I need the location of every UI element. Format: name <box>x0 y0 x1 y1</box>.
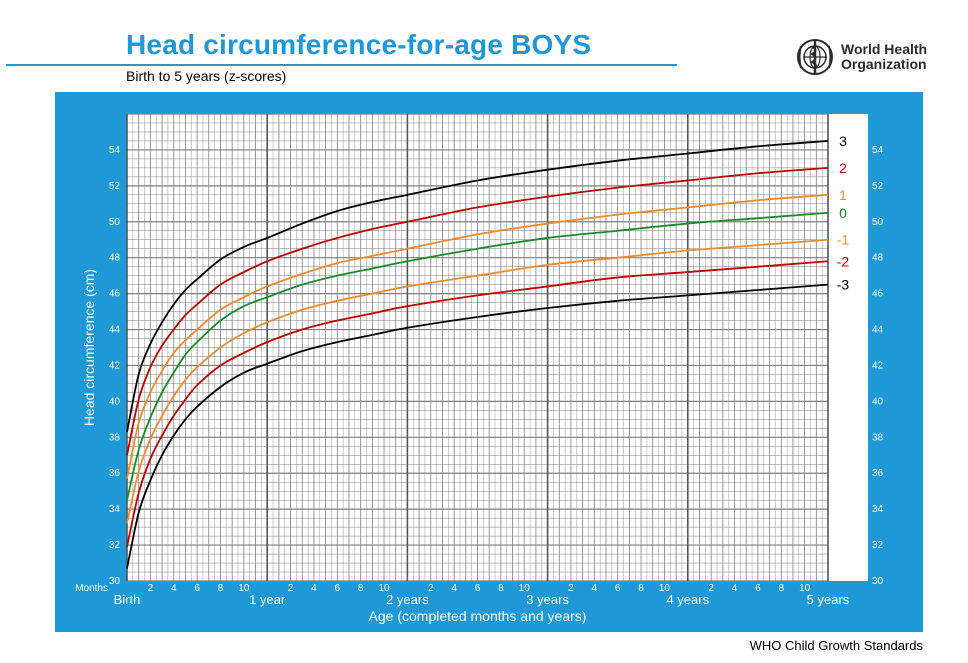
series-label-z-1: -1 <box>837 232 850 248</box>
z-label-strip <box>828 114 868 581</box>
x-month-tick: 8 <box>498 583 504 594</box>
y-tick-right: 38 <box>872 432 884 443</box>
x-month-tick: 2 <box>148 583 154 594</box>
x-month-tick: 6 <box>335 583 341 594</box>
x-year-label: Birth <box>114 592 141 607</box>
x-month-tick: 2 <box>708 583 714 594</box>
footer-text: WHO Child Growth Standards <box>749 638 923 653</box>
series-line-z-1 <box>126 238 829 524</box>
series-line-z2 <box>126 166 829 456</box>
series-label-z3: 3 <box>839 133 847 149</box>
y-tick-right: 40 <box>872 396 884 407</box>
series-label-z-3: -3 <box>837 277 850 293</box>
x-month-tick: 6 <box>475 583 481 594</box>
who-emblem-icon <box>797 39 833 75</box>
y-tick-left: 54 <box>109 145 121 156</box>
x-year-label: 2 years <box>386 592 429 607</box>
y-tick-right: 48 <box>872 253 884 264</box>
series-line-z-2 <box>126 260 829 548</box>
x-month-tick: 4 <box>311 583 317 594</box>
x-month-tick: 4 <box>451 583 457 594</box>
y-tick-left: 50 <box>109 217 121 228</box>
y-tick-left: 48 <box>109 253 121 264</box>
series-line-z-3 <box>126 283 829 569</box>
x-month-tick: 2 <box>568 583 574 594</box>
x-month-tick: 6 <box>194 583 200 594</box>
x-month-tick: 10 <box>378 583 390 594</box>
x-year-label: 3 years <box>526 592 569 607</box>
x-month-tick: 4 <box>592 583 598 594</box>
y-tick-left: 34 <box>109 504 121 515</box>
y-axis-title: Head circumference (cm) <box>81 269 97 426</box>
x-month-tick: 8 <box>218 583 224 594</box>
y-tick-right: 30 <box>872 576 884 587</box>
page-subtitle: Birth to 5 years (z-scores) <box>126 68 287 84</box>
x-month-tick: 10 <box>799 583 811 594</box>
y-tick-left: 44 <box>109 325 121 336</box>
x-month-tick: 10 <box>659 583 671 594</box>
series-label-z2: 2 <box>839 160 847 176</box>
x-month-tick: 8 <box>778 583 784 594</box>
y-tick-left: 38 <box>109 432 121 443</box>
y-tick-left: 42 <box>109 360 121 371</box>
y-tick-left: 30 <box>109 576 121 587</box>
x-month-tick: 10 <box>519 583 531 594</box>
who-logo: World Health Organization <box>795 38 927 76</box>
series-label-z1: 1 <box>839 187 847 203</box>
y-tick-right: 34 <box>872 504 884 515</box>
x-month-tick: 2 <box>428 583 434 594</box>
y-tick-right: 32 <box>872 540 884 551</box>
org-name-line2: Organization <box>841 56 927 72</box>
x-month-tick: 6 <box>615 583 621 594</box>
series-label-z-2: -2 <box>837 253 850 269</box>
y-tick-right: 46 <box>872 289 884 300</box>
y-tick-left: 40 <box>109 396 121 407</box>
title-rule <box>6 64 677 66</box>
y-tick-left: 46 <box>109 289 121 300</box>
x-axis-title: Age (completed months and years) <box>369 608 587 624</box>
x-year-label: 5 years <box>807 592 850 607</box>
x-year-label: 1 year <box>249 592 286 607</box>
x-month-tick: 6 <box>755 583 761 594</box>
series-line-z0 <box>126 211 829 501</box>
y-tick-left: 52 <box>109 181 121 192</box>
x-month-tick: 10 <box>238 583 250 594</box>
y-tick-left: 36 <box>109 468 121 479</box>
org-name: World Health Organization <box>841 42 927 72</box>
x-month-tick: 4 <box>171 583 177 594</box>
y-tick-right: 54 <box>872 145 884 156</box>
x-month-tick: 4 <box>732 583 738 594</box>
x-year-label: 4 years <box>666 592 709 607</box>
y-tick-left: 32 <box>109 540 121 551</box>
x-month-tick: 2 <box>288 583 294 594</box>
series-label-z0: 0 <box>839 205 847 221</box>
y-tick-right: 52 <box>872 181 884 192</box>
x-months-label: Months <box>75 583 108 594</box>
org-name-line1: World Health <box>841 41 928 57</box>
y-tick-right: 50 <box>872 217 884 228</box>
y-tick-right: 42 <box>872 360 884 371</box>
x-month-tick: 8 <box>358 583 364 594</box>
page-title: Head circumference-for-age BOYS <box>126 29 592 60</box>
y-tick-right: 44 <box>872 325 884 336</box>
x-month-tick: 8 <box>638 583 644 594</box>
series-line-z3 <box>126 140 829 433</box>
y-tick-right: 36 <box>872 468 884 479</box>
series-line-z1 <box>126 193 829 479</box>
